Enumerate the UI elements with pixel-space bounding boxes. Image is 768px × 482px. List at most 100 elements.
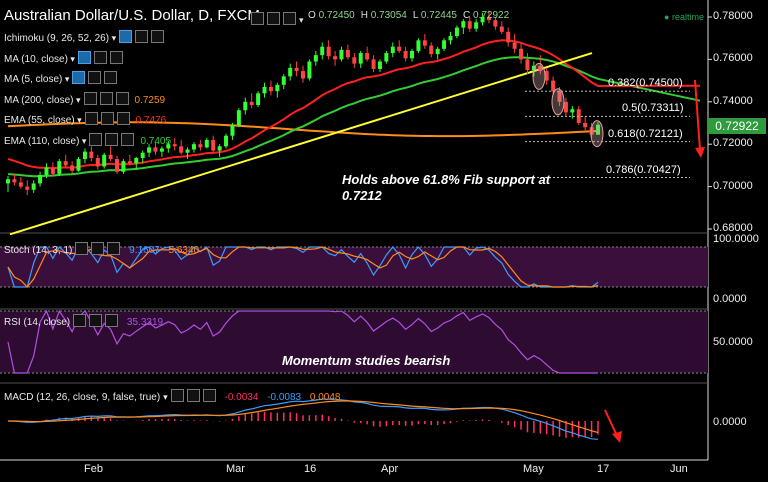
- x-tick-jun: Jun: [670, 463, 688, 475]
- close-icon[interactable]: [116, 112, 130, 125]
- indicator-ma10: MA (10, close) ▾: [4, 50, 123, 65]
- price-tick: 0.74000: [713, 94, 753, 107]
- candle-body: [127, 161, 132, 164]
- indicator-label: EMA (55, close): [4, 115, 75, 126]
- realtime-label: realtime: [671, 12, 704, 22]
- ohlc-c: C 0.72922: [463, 10, 510, 21]
- indicator-ema55: EMA (55, close) ▾ 0.7476: [4, 112, 166, 126]
- indicator-ma200: MA (200, close) ▾ 0.7259: [4, 91, 165, 106]
- chevron-down-icon[interactable]: ▾: [79, 135, 87, 146]
- close-icon[interactable]: [107, 242, 121, 255]
- stoch-legend: Stoch (14, 3, 1) 9.1607 5.6340: [4, 242, 199, 256]
- eye-icon[interactable]: [267, 12, 280, 25]
- macd-label: MACD (12, 26, close, 9, false, true): [4, 392, 161, 403]
- close-icon[interactable]: [283, 12, 296, 25]
- x-tick-apr: Apr: [381, 463, 399, 475]
- eye-icon[interactable]: [99, 91, 113, 105]
- fib-support-annotation: Holds above 61.8% Fib support at 0.7212: [342, 172, 551, 203]
- eye-icon[interactable]: [91, 242, 105, 255]
- candle-body: [410, 50, 415, 59]
- fib-label: 0.5(0.73311): [622, 102, 684, 115]
- eye-icon[interactable]: [186, 389, 200, 402]
- gear-icon[interactable]: [72, 71, 86, 84]
- close-icon[interactable]: [105, 314, 119, 327]
- chevron-down-icon[interactable]: ▾: [109, 33, 117, 43]
- ohlc-h-value: 0.73054: [370, 10, 407, 21]
- gear-icon[interactable]: [170, 389, 184, 402]
- gear-icon[interactable]: [251, 12, 264, 25]
- title-controls: ▾: [248, 10, 304, 28]
- eye-icon[interactable]: [105, 132, 119, 146]
- trend-line: [9, 52, 593, 236]
- close-icon[interactable]: [151, 30, 165, 43]
- ohlc-o: O 0.72450: [308, 10, 355, 21]
- gear-icon[interactable]: [75, 242, 89, 255]
- close-icon[interactable]: [109, 50, 123, 64]
- candle-body: [268, 86, 273, 92]
- gear-icon[interactable]: [77, 50, 91, 64]
- candle-body: [384, 53, 389, 62]
- x-tick-16: 16: [304, 463, 317, 475]
- candle-body: [224, 135, 229, 147]
- close-icon[interactable]: [121, 132, 135, 146]
- candle-body: [249, 101, 254, 105]
- chevron-down-icon[interactable]: ▾: [299, 15, 304, 25]
- eye-icon[interactable]: [89, 314, 103, 327]
- stoch-k-value: 9.1607: [129, 245, 160, 256]
- stoch-d-value: 5.6340: [168, 245, 200, 256]
- candle-body: [538, 65, 543, 72]
- close-icon[interactable]: [104, 71, 118, 84]
- candle-body: [159, 148, 164, 152]
- candle-body: [185, 149, 190, 153]
- rsi-label: RSI (14, close): [4, 317, 71, 328]
- candle-body: [204, 139, 209, 148]
- candle-body: [50, 167, 55, 174]
- candle-body: [506, 31, 511, 43]
- candle-body: [442, 40, 447, 49]
- candle-body: [217, 146, 222, 151]
- gear-icon[interactable]: [83, 91, 97, 105]
- macd-tick-0: 0.0000: [713, 416, 747, 428]
- close-icon[interactable]: [115, 91, 129, 105]
- candle-body: [256, 93, 261, 105]
- eye-icon[interactable]: [88, 71, 102, 84]
- candle-body: [294, 67, 299, 72]
- momentum-annotation: Momentum studies bearish: [282, 353, 451, 368]
- x-tick-mar: Mar: [226, 463, 245, 475]
- close-icon[interactable]: [202, 389, 216, 402]
- candle-body: [422, 40, 427, 46]
- candle-body: [435, 48, 440, 55]
- gear-icon[interactable]: [89, 132, 103, 146]
- chevron-down-icon[interactable]: ▾: [73, 94, 81, 105]
- chevron-down-icon[interactable]: ▾: [163, 392, 168, 402]
- eye-icon[interactable]: [100, 112, 114, 125]
- chevron-down-icon[interactable]: ▾: [74, 115, 82, 125]
- eye-icon[interactable]: [135, 30, 149, 43]
- x-tick-feb: Feb: [84, 463, 103, 475]
- eye-icon[interactable]: [93, 50, 107, 64]
- indicator-value: 0.7476: [135, 115, 167, 126]
- chevron-down-icon[interactable]: ▾: [67, 53, 75, 64]
- candle-body: [44, 167, 49, 175]
- candle-body: [480, 17, 485, 23]
- candle-body: [448, 36, 453, 41]
- candle-body: [275, 84, 280, 92]
- candle-body: [345, 49, 350, 58]
- chevron-down-icon[interactable]: ▾: [62, 74, 70, 84]
- candle-body: [243, 101, 248, 111]
- candle-body: [493, 20, 498, 27]
- bearish-arrow-head: [695, 147, 705, 158]
- candle-body: [390, 46, 395, 54]
- gear-icon[interactable]: [73, 314, 87, 327]
- chart-title: Australian Dollar/U.S. Dollar, D, FXCM: [4, 7, 260, 24]
- candle-body: [525, 59, 530, 70]
- candle-body: [583, 123, 588, 128]
- gear-icon[interactable]: [119, 30, 133, 43]
- candle-body: [102, 154, 107, 167]
- ohlc-l-value: 0.72445: [420, 10, 457, 21]
- bearish-arrow: [694, 79, 701, 151]
- candle-body: [172, 144, 177, 147]
- candle-body: [31, 183, 36, 190]
- gear-icon[interactable]: [84, 112, 98, 125]
